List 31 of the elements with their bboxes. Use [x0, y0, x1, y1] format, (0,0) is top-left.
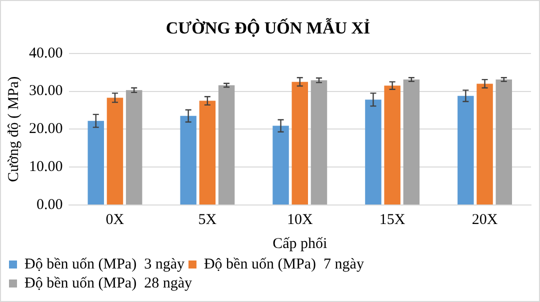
y-tick-label: 40.00 — [29, 45, 63, 62]
legend-label: Độ bền uốn (MPa) 7 ngày — [204, 256, 364, 272]
y-tick-label: 20.00 — [29, 121, 63, 138]
bar — [384, 86, 400, 204]
bar — [310, 80, 328, 204]
y-tick-label: 30.00 — [29, 83, 63, 100]
bar — [476, 84, 493, 204]
bar — [403, 80, 420, 204]
y-axis-title: Cường độ ( MPa) — [6, 76, 22, 182]
bar — [199, 100, 216, 204]
legend-label: Độ bền uốn (MPa) 28 ngày — [24, 275, 192, 292]
y-tick-label: 10.00 — [29, 159, 63, 176]
bar — [458, 96, 474, 204]
legend-label: Độ bền uốn (MPa) 3 ngày — [24, 256, 185, 272]
bar — [365, 100, 382, 204]
x-tick-label: 15X — [379, 212, 406, 228]
bar — [496, 80, 512, 204]
bar — [218, 85, 235, 204]
x-tick-label: 20X — [472, 212, 498, 228]
bar — [292, 82, 308, 204]
bar — [126, 90, 142, 204]
x-axis-title: Cấp phối — [272, 236, 328, 252]
x-tick-label: 0X — [106, 212, 124, 228]
bar — [272, 126, 289, 204]
bar — [180, 116, 196, 204]
bar — [106, 98, 124, 204]
x-tick-label: 10X — [286, 212, 313, 228]
bar — [88, 120, 104, 204]
y-tick-label: 0.00 — [36, 196, 63, 213]
chart-title: CƯỜNG ĐỘ UỐN MẪU XỈ — [166, 18, 371, 38]
x-tick-label: 5X — [198, 212, 217, 228]
